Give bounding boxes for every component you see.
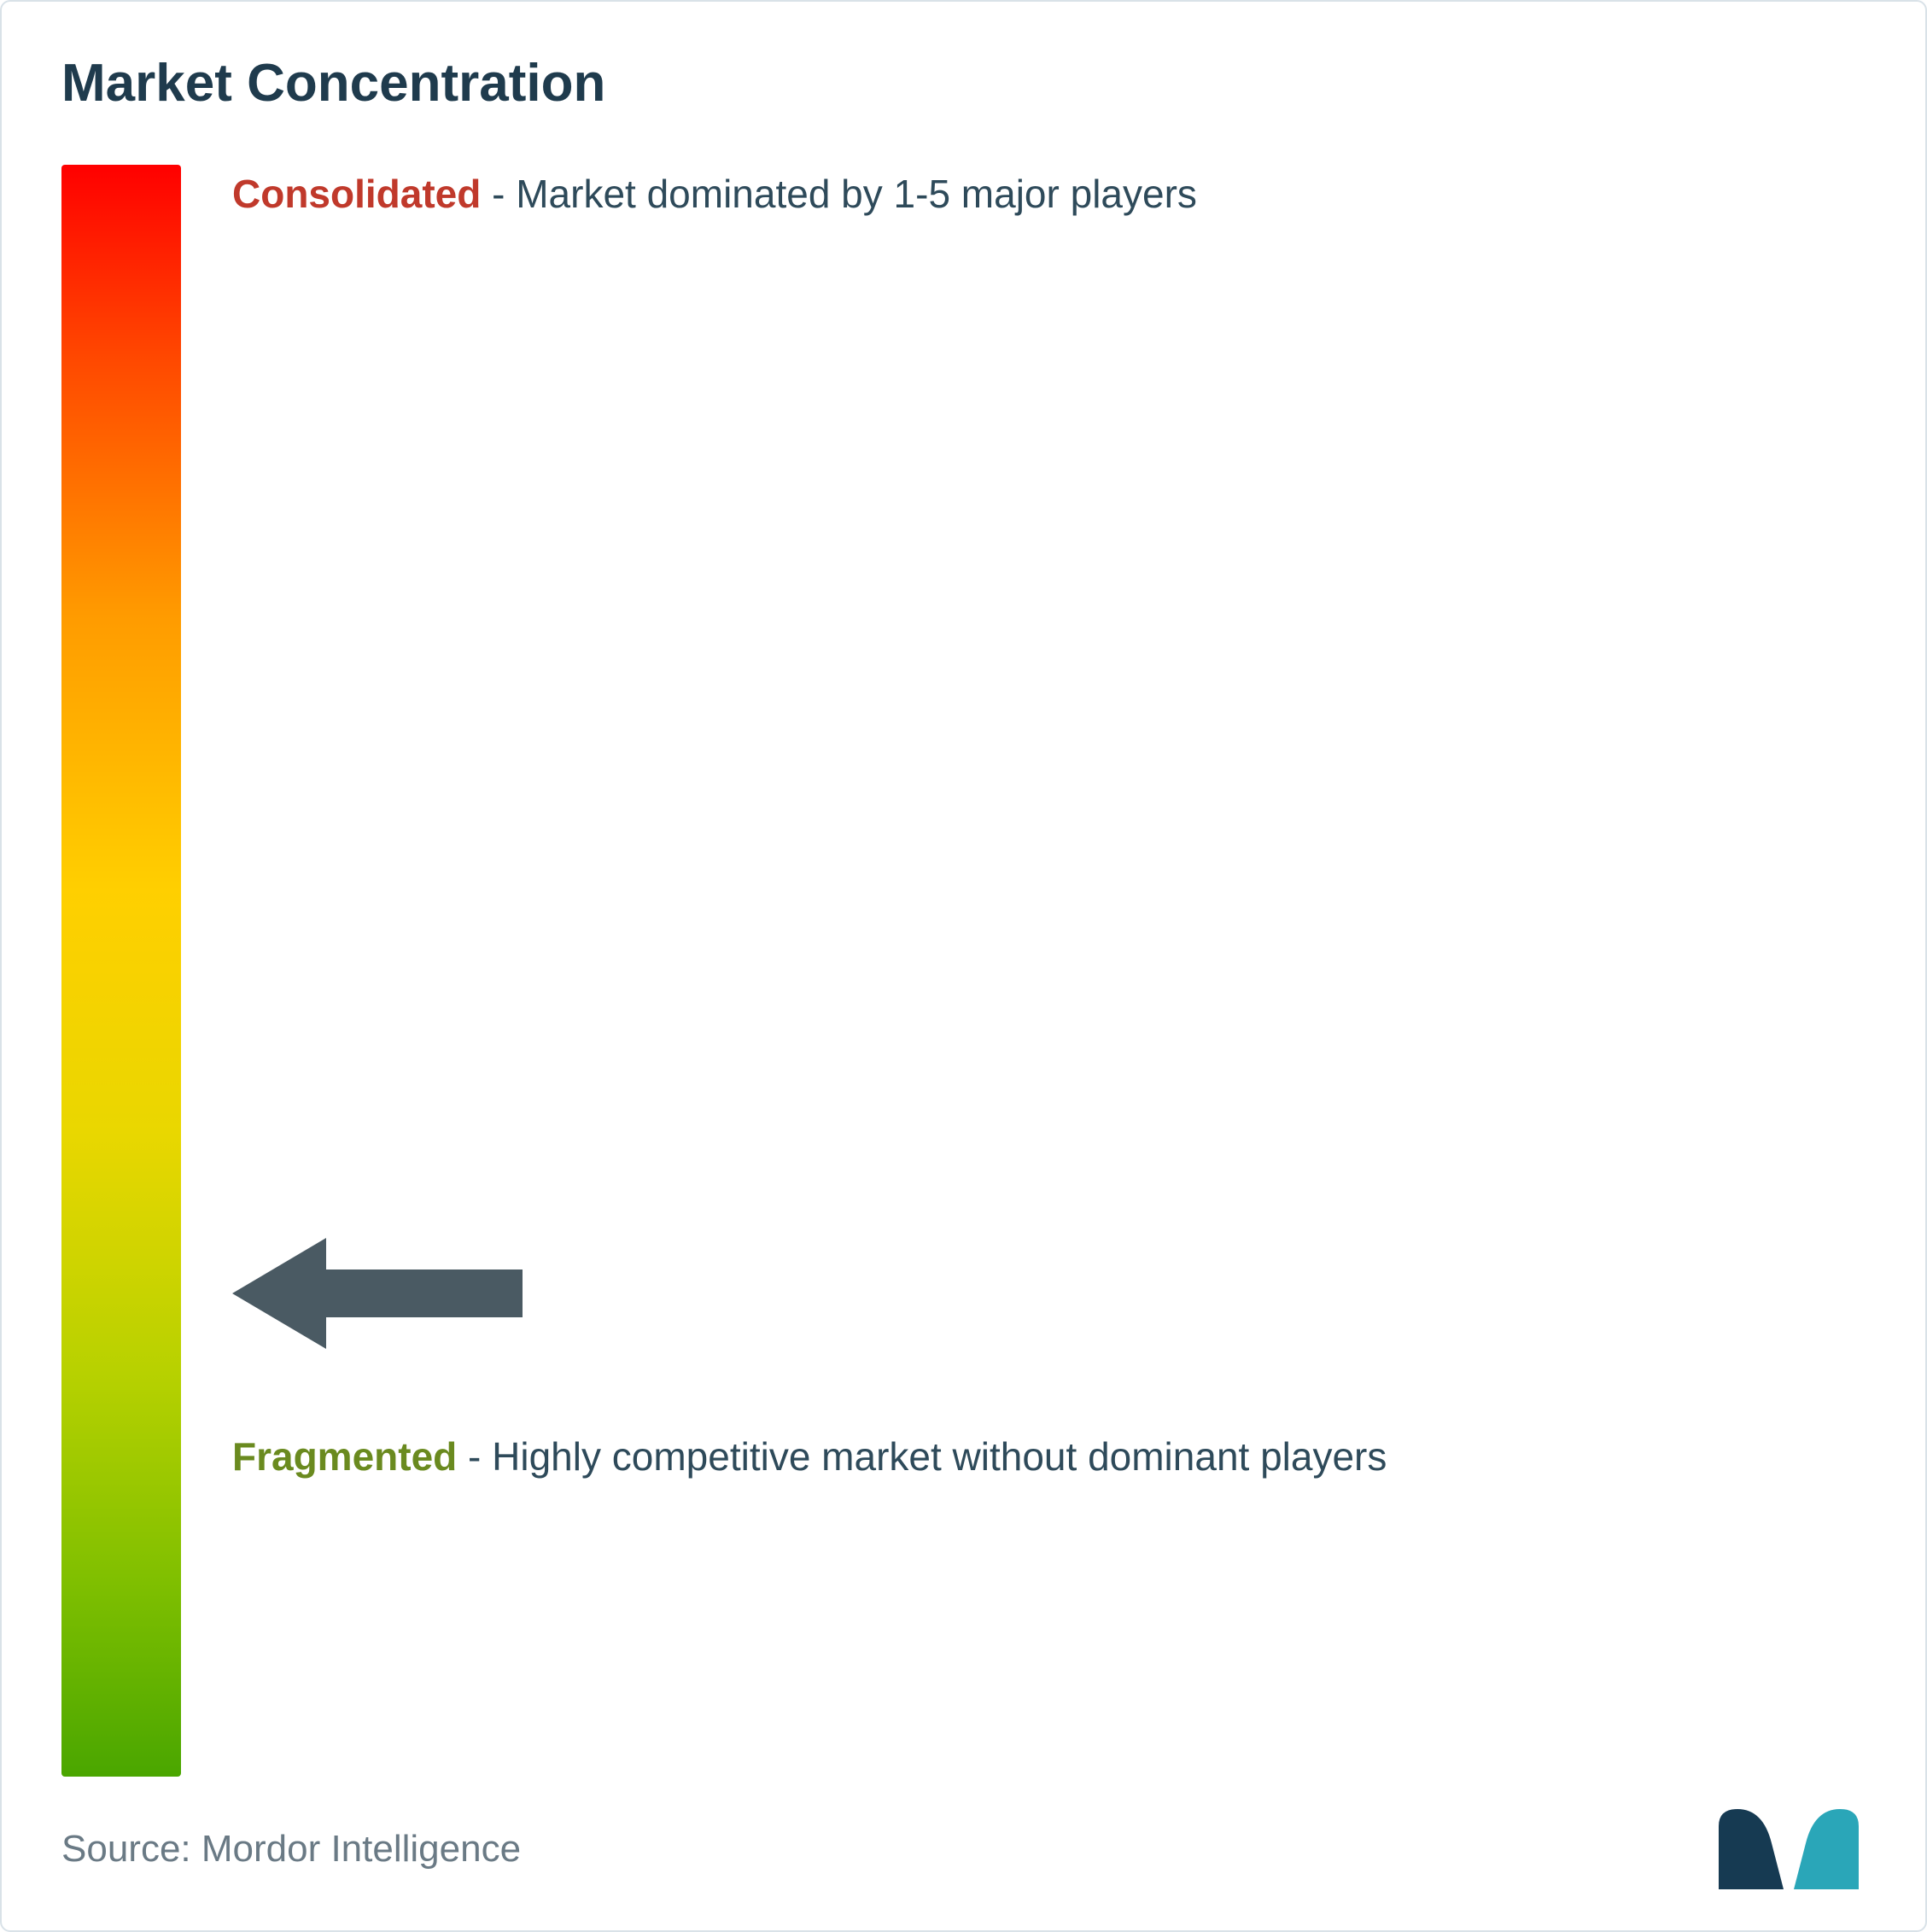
mordor-logo-icon — [1712, 1802, 1866, 1896]
consolidated-label: Consolidated - Market dominated by 1-5 m… — [232, 165, 1848, 224]
logo-right-shape — [1794, 1809, 1859, 1889]
fragmented-desc: - Highly competitive market without domi… — [468, 1434, 1387, 1479]
market-concentration-card: Market Concentration Consolidated - Mark… — [0, 0, 1927, 1932]
consolidated-term: Consolidated — [232, 172, 481, 216]
logo-left-shape — [1719, 1809, 1784, 1889]
fragmented-label: Fragmented - Highly competitive market w… — [232, 1427, 1848, 1486]
fragmented-term: Fragmented — [232, 1434, 457, 1479]
labels-column: Consolidated - Market dominated by 1-5 m… — [232, 165, 1866, 1777]
source-text: Source: Mordor Intelligence — [61, 1828, 521, 1871]
gradient-bar — [61, 165, 181, 1777]
card-content: Consolidated - Market dominated by 1-5 m… — [61, 165, 1866, 1777]
consolidated-desc: - Market dominated by 1-5 major players — [492, 172, 1197, 216]
left-arrow-icon — [232, 1238, 523, 1349]
gradient-bar-wrap — [61, 165, 181, 1777]
indicator-arrow-wrap — [232, 1238, 523, 1349]
card-footer: Source: Mordor Intelligence — [61, 1802, 1866, 1896]
card-title: Market Concentration — [61, 53, 1866, 114]
arrow-polygon — [232, 1238, 523, 1349]
